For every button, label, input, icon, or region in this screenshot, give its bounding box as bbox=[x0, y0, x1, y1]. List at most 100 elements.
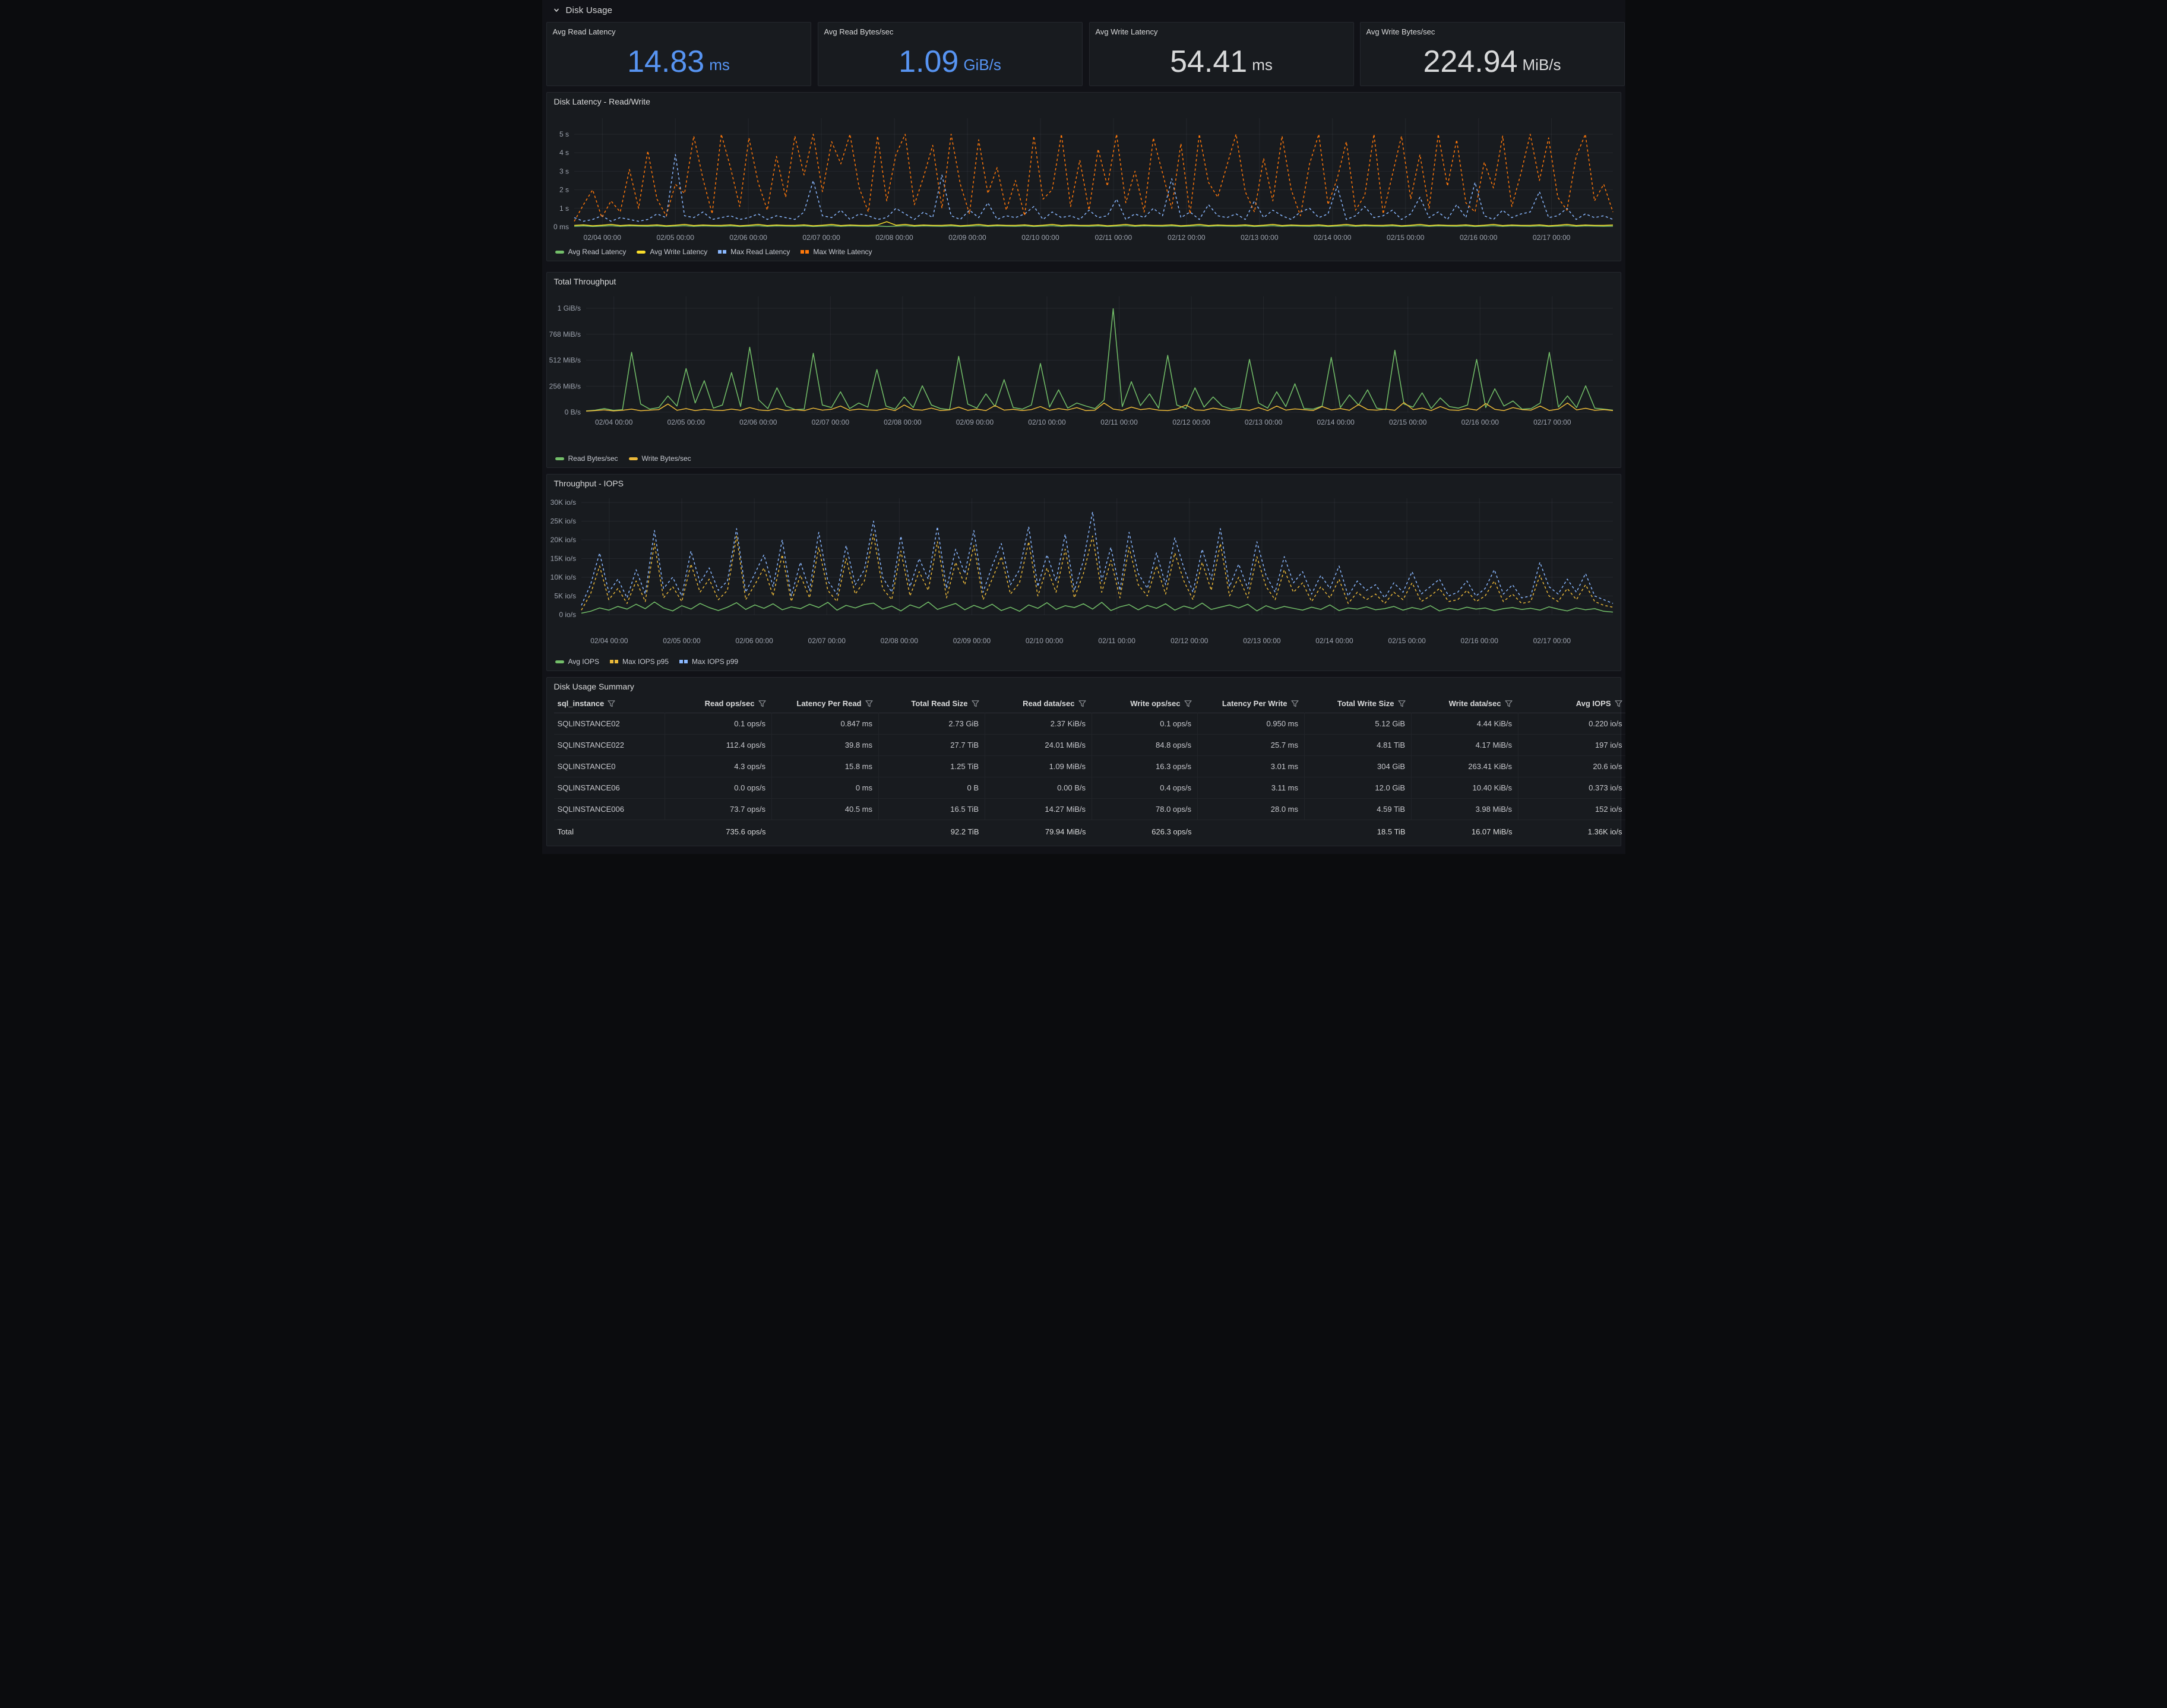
legend-item[interactable]: Max IOPS p99 bbox=[679, 657, 738, 666]
total-cell bbox=[772, 820, 879, 840]
legend-item[interactable]: Read Bytes/sec bbox=[555, 454, 618, 463]
x-tick-label: 02/12 00:00 bbox=[1172, 418, 1210, 426]
x-tick-label: 02/08 00:00 bbox=[880, 637, 918, 645]
column-header-write-ops-sec[interactable]: Write ops/sec bbox=[1092, 695, 1198, 713]
table-cell: 73.7 ops/s bbox=[665, 798, 772, 820]
filter-icon[interactable] bbox=[865, 700, 873, 707]
table-cell: 12.0 GiB bbox=[1304, 777, 1412, 799]
panel-title[interactable]: Total Throughput bbox=[553, 277, 616, 286]
filter-icon[interactable] bbox=[1078, 700, 1086, 707]
table-cell: 0.4 ops/s bbox=[1092, 777, 1198, 799]
table-cell: SQLINSTANCE02 bbox=[557, 719, 620, 728]
column-header-total-read-size[interactable]: Total Read Size bbox=[879, 695, 985, 713]
y-tick-label: 20K io/s bbox=[550, 536, 575, 544]
legend-item[interactable]: Max Write Latency bbox=[801, 248, 872, 256]
table-cell: 0 B bbox=[878, 777, 985, 799]
total-cell: 1.36K io/s bbox=[1587, 827, 1622, 836]
table-row: SQLINSTANCE06 0.0 ops/s 0 ms 0 B 0.00 B/s 0.4… bbox=[553, 777, 1625, 799]
total-throughput-legend: Read Bytes/sec Write Bytes/sec bbox=[555, 454, 691, 463]
legend-item[interactable]: Write Bytes/sec bbox=[628, 454, 691, 463]
legend-item[interactable]: Avg Read Latency bbox=[555, 248, 626, 256]
x-tick-label: 02/09 00:00 bbox=[956, 418, 994, 426]
summary-table-wrap: sql_instance Read ops/sec Latency Per Read… bbox=[553, 695, 1625, 842]
filter-icon[interactable] bbox=[1504, 700, 1513, 707]
section-title: Disk Usage bbox=[565, 5, 613, 15]
y-tick-label: 0 ms bbox=[553, 223, 568, 231]
legend-label: Max IOPS p99 bbox=[692, 657, 739, 666]
y-tick-label: 1 GiB/s bbox=[557, 304, 580, 312]
table-cell: 16.3 ops/s bbox=[1092, 755, 1198, 777]
x-tick-label: 02/10 00:00 bbox=[1028, 418, 1066, 426]
table-cell: 0.373 io/s bbox=[1518, 777, 1625, 799]
table-cell: 304 GiB bbox=[1304, 755, 1412, 777]
column-header-write-data-sec[interactable]: Write data/sec bbox=[1412, 695, 1519, 713]
series-max-iops-p95 bbox=[580, 533, 1613, 611]
total-throughput-chart[interactable]: 0 B/s 256 MiB/s 512 MiB/s 768 MiB/s 1 GiB/s 0… bbox=[547, 273, 1621, 467]
x-tick-label: 02/11 00:00 bbox=[1100, 418, 1138, 426]
legend-item[interactable]: Max IOPS p95 bbox=[609, 657, 669, 666]
y-tick-label: 0 io/s bbox=[559, 611, 576, 619]
table-row: SQLINSTANCE02 0.1 ops/s 0.847 ms 2.73 GiB 2.… bbox=[553, 713, 1625, 735]
column-header-sql-instance[interactable]: sql_instance bbox=[554, 695, 665, 713]
panel-title[interactable]: Throughput - IOPS bbox=[553, 479, 624, 488]
table-row: SQLINSTANCE006 73.7 ops/s 40.5 ms 16.5 TiB 1… bbox=[553, 798, 1625, 820]
legend-item[interactable]: Avg IOPS bbox=[555, 657, 599, 666]
throughput-iops-chart[interactable]: 0 io/s 5K io/s 10K io/s 15K io/s 20K io/s 25K… bbox=[547, 475, 1621, 670]
stat-title[interactable]: Avg Read Bytes/sec bbox=[824, 27, 894, 36]
column-header-avg-iops[interactable]: Avg IOPS bbox=[1519, 695, 1625, 713]
stat-title[interactable]: Avg Write Latency bbox=[1095, 27, 1158, 36]
stat-title[interactable]: Avg Write Bytes/sec bbox=[1366, 27, 1435, 36]
stat-unit: ms bbox=[1252, 56, 1273, 74]
series-read-bytes-sec bbox=[586, 308, 1613, 412]
y-tick-label: 3 s bbox=[559, 167, 568, 175]
column-header-latency-per-write[interactable]: Latency Per Write bbox=[1198, 695, 1305, 713]
x-tick-label: 02/06 00:00 bbox=[735, 637, 773, 645]
filter-icon[interactable] bbox=[1184, 700, 1192, 707]
table-cell: 3.01 ms bbox=[1197, 755, 1305, 777]
stat-title[interactable]: Avg Read Latency bbox=[552, 27, 616, 36]
legend-label: Max IOPS p95 bbox=[622, 657, 669, 666]
panel-title[interactable]: Disk Latency - Read/Write bbox=[553, 97, 650, 106]
table-cell: 2.73 GiB bbox=[878, 713, 985, 735]
legend-item[interactable]: Avg Write Latency bbox=[637, 248, 707, 256]
table-cell: 0.1 ops/s bbox=[1092, 713, 1198, 735]
filter-icon[interactable] bbox=[1397, 700, 1406, 707]
x-tick-label: 02/15 00:00 bbox=[1389, 418, 1427, 426]
panel-title[interactable]: Disk Usage Summary bbox=[553, 682, 634, 691]
x-tick-label: 02/04 00:00 bbox=[594, 418, 632, 426]
chevron-down-icon[interactable] bbox=[553, 7, 560, 14]
disk-latency-chart[interactable]: 0 ms 1 s 2 s 3 s 4 s 5 s 02/04 00:00 02/05 00:0… bbox=[547, 93, 1621, 261]
x-tick-label: 02/16 00:00 bbox=[1459, 233, 1497, 242]
legend-label: Read Bytes/sec bbox=[568, 454, 618, 463]
total-cell: 16.07 MiB/s bbox=[1471, 827, 1513, 836]
column-header-read-ops-sec[interactable]: Read ops/sec bbox=[665, 695, 772, 713]
table-cell: 1.09 MiB/s bbox=[985, 755, 1092, 777]
stat-number: 224.94 bbox=[1423, 45, 1518, 79]
filter-icon[interactable] bbox=[1290, 700, 1299, 707]
legend-swatch bbox=[555, 457, 564, 460]
table-cell: 16.5 TiB bbox=[878, 798, 985, 820]
table-cell: 263.41 KiB/s bbox=[1411, 755, 1519, 777]
legend-item[interactable]: Max Read Latency bbox=[718, 248, 790, 256]
y-tick-label: 256 MiB/s bbox=[549, 382, 580, 390]
column-header-latency-per-read[interactable]: Latency Per Read bbox=[772, 695, 879, 713]
table-cell: 5.12 GiB bbox=[1304, 713, 1412, 735]
filter-icon[interactable] bbox=[971, 700, 979, 707]
table-cell: 78.0 ops/s bbox=[1092, 798, 1198, 820]
table-cell: 4.44 KiB/s bbox=[1411, 713, 1519, 735]
filter-icon[interactable] bbox=[608, 700, 615, 707]
table-total-row: Total 735.6 ops/s 92.2 TiB 79.94 MiB/s 626.3… bbox=[553, 820, 1625, 840]
column-header-read-data-sec[interactable]: Read data/sec bbox=[985, 695, 1092, 713]
table-cell: 0.1 ops/s bbox=[665, 713, 772, 735]
table-cell: 25.7 ms bbox=[1197, 734, 1305, 756]
table-cell: 39.8 ms bbox=[771, 734, 879, 756]
table-cell: 24.01 MiB/s bbox=[985, 734, 1092, 756]
filter-icon[interactable] bbox=[1614, 700, 1622, 707]
section-row-disk-usage[interactable]: Disk Usage bbox=[542, 0, 1625, 20]
total-cell: 79.94 MiB/s bbox=[1045, 827, 1086, 836]
column-header-total-write-size[interactable]: Total Write Size bbox=[1305, 695, 1412, 713]
y-tick-label: 15K io/s bbox=[550, 555, 575, 563]
filter-icon[interactable] bbox=[758, 700, 766, 707]
panel-total-throughput: Total Throughput 0 B/s 256 MiB/s 512 MiB/s… bbox=[546, 272, 1621, 468]
stat-number: 1.09 bbox=[899, 45, 959, 79]
